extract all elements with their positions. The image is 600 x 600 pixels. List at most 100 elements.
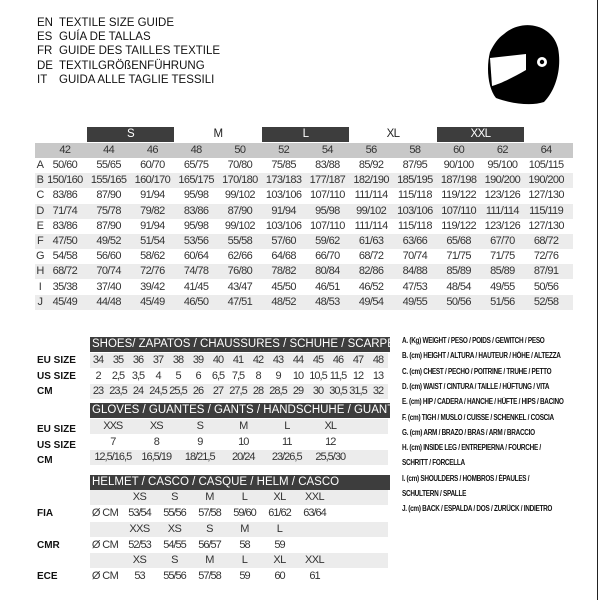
row-shade xyxy=(35,234,573,249)
table-cell: 25,5/30 xyxy=(315,451,346,463)
helmet-size: S xyxy=(206,522,213,535)
table-cell: 30,5 xyxy=(329,385,347,397)
table-cell: 36 xyxy=(132,354,144,366)
table-cell: 48 xyxy=(372,354,384,366)
table-cell: 45/50 xyxy=(271,280,296,293)
table-cell: 47/50 xyxy=(52,235,78,247)
table-cell: 72/76 xyxy=(533,250,559,263)
helmet-size: XXL xyxy=(305,491,325,503)
table-cell: 185/195 xyxy=(397,174,433,187)
table-cell: M xyxy=(239,420,248,432)
table-cell: 84/88 xyxy=(402,265,428,278)
table-cell: 91/94 xyxy=(271,204,296,217)
table-cell: 51/54 xyxy=(140,235,165,247)
table-cell: 28,5 xyxy=(269,385,287,397)
table-cell: 24 xyxy=(132,385,144,397)
table-cell: 83/86 xyxy=(52,219,78,232)
table-cell: 85/89 xyxy=(490,265,515,278)
table-cell: 76/80 xyxy=(227,265,253,278)
language-code: DE xyxy=(37,59,53,72)
table-cell: 10 xyxy=(238,435,249,448)
table-cell: L xyxy=(284,420,290,432)
table-cell: 63/66 xyxy=(402,235,428,247)
table-cell: 111/114 xyxy=(485,204,520,217)
table-cell: 177/187 xyxy=(309,174,346,187)
legend-line: A. (Kg) WEIGHT / PESO / POIDS / GEWITCH … xyxy=(402,336,545,345)
table-cell: 190/200 xyxy=(484,174,521,187)
table-cell: 160/170 xyxy=(134,174,171,187)
table-cell: 123/126 xyxy=(484,219,521,232)
table-cell: 57/60 xyxy=(271,235,296,247)
table-cell: 165/175 xyxy=(178,174,214,187)
table-cell: 57/58 xyxy=(198,507,222,519)
table-cell: 85/89 xyxy=(446,265,471,278)
helmet-size: L xyxy=(241,491,248,503)
table-cell: 50/56 xyxy=(533,280,559,293)
table-cell: 2,5 xyxy=(111,369,125,382)
helmet-standard: CMR xyxy=(37,539,60,551)
row-label: G xyxy=(36,250,45,263)
table-cell: 54/55 xyxy=(163,538,187,551)
table-cell: 39/42 xyxy=(140,280,165,293)
row-label: EU SIZE xyxy=(37,424,76,435)
table-cell: 34 xyxy=(92,354,104,366)
column-header: 58 xyxy=(409,144,421,156)
column-header: 62 xyxy=(496,144,509,156)
helmet-unit: Ø CM xyxy=(91,570,119,582)
language-code: IT xyxy=(37,73,48,86)
column-header: 44 xyxy=(103,144,115,156)
legend-line: E. (cm) HIP / CADERA / HANCHE / HÜFTE / … xyxy=(402,397,564,407)
legend-line: G. (cm) ARM / BRAZO / BRAS / ARM / BRACC… xyxy=(402,427,535,437)
table-cell: 40 xyxy=(212,354,224,366)
size-group-label: L xyxy=(261,127,350,142)
row-shade xyxy=(35,264,573,280)
row-label: J xyxy=(37,295,44,308)
table-cell: 30 xyxy=(312,385,324,397)
column-header: 64 xyxy=(540,144,553,156)
table-cell: 46/51 xyxy=(315,280,340,293)
table-cell: 95/98 xyxy=(183,219,209,232)
row-label: E xyxy=(36,219,44,232)
column-header: 48 xyxy=(190,144,203,156)
table-cell: 18/21,5 xyxy=(184,451,216,463)
table-cell: 9 xyxy=(275,369,281,382)
table-cell: 60 xyxy=(274,570,285,582)
table-cell: 13 xyxy=(372,369,384,382)
helmet-size: XS xyxy=(132,554,147,566)
table-cell: 7 xyxy=(110,435,116,448)
column-header-row xyxy=(35,143,573,158)
title-text: GUIDA ALLE TAGLIE TESSILI xyxy=(59,73,215,86)
table-cell: 23,5 xyxy=(109,385,127,397)
table-cell: 35 xyxy=(112,354,124,366)
table-cell: 83/86 xyxy=(183,204,209,217)
helmet-unit: Ø CM xyxy=(91,538,119,551)
table-cell: 59 xyxy=(274,538,285,551)
helmet-size: XS xyxy=(132,491,147,503)
column-header: 46 xyxy=(146,144,159,156)
table-cell: 55/58 xyxy=(227,235,253,247)
table-cell: 12 xyxy=(325,435,336,448)
helmet-icon xyxy=(488,25,560,105)
table-cell: 6 xyxy=(195,369,201,382)
table-cell: 49/54 xyxy=(358,295,384,308)
table-cell: 44 xyxy=(292,354,304,366)
title-text: GUIDE DES TAILLES TEXTILE xyxy=(59,45,221,58)
table-cell: 90/100 xyxy=(443,159,475,171)
table-cell: 51/56 xyxy=(490,295,515,308)
row-shade xyxy=(90,419,388,434)
table-cell: 45/49 xyxy=(52,295,78,308)
table-cell: 115/119 xyxy=(529,204,564,217)
table-cell: 105/115 xyxy=(528,159,564,171)
row-shade xyxy=(90,353,388,368)
table-cell: 16,5/19 xyxy=(141,451,172,463)
table-cell: 85/92 xyxy=(358,159,384,171)
table-cell: 80/84 xyxy=(315,265,340,278)
table-cell: 66/70 xyxy=(315,250,340,263)
table-cell: 55/65 xyxy=(96,159,121,171)
table-cell: 87/95 xyxy=(402,159,428,171)
table-cell: 6,5 xyxy=(211,369,225,382)
row-shade xyxy=(90,521,388,537)
table-cell: 99/102 xyxy=(224,189,256,202)
table-cell: 68/72 xyxy=(358,250,384,263)
row-label: US SIZE xyxy=(37,439,76,451)
